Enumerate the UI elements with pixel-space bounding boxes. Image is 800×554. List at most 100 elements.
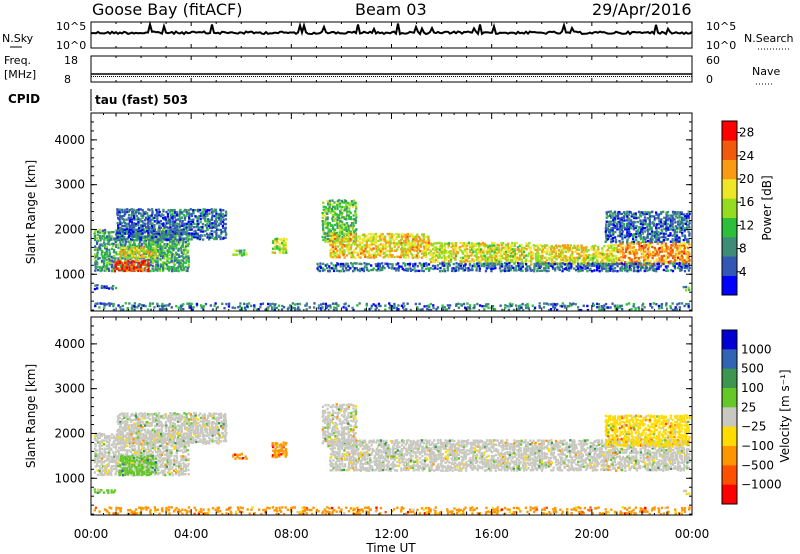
scatter-cell (173, 215, 176, 218)
scatter-cell (669, 254, 673, 257)
scatter-cell (155, 214, 159, 218)
scatter-cell (116, 267, 119, 270)
scatter-cell (219, 220, 222, 223)
scatter-cell (121, 448, 124, 452)
scatter-cell (639, 241, 643, 245)
scatter-cell (363, 233, 366, 236)
scatter-cell (626, 238, 629, 242)
scatter-cell (123, 445, 127, 448)
scatter-cell (219, 210, 222, 213)
scatter-cell (138, 250, 141, 253)
scatter-cell (144, 219, 147, 222)
scatter-cell (101, 455, 104, 458)
scatter-cell (606, 306, 610, 309)
scatter-cell (348, 207, 351, 210)
scatter-cell (423, 262, 426, 266)
scatter-cell (162, 255, 165, 258)
scatter-cell (671, 269, 675, 273)
scatter-cell (653, 264, 656, 267)
scatter-cell (331, 199, 334, 202)
scatter-cell (172, 237, 175, 240)
scatter-cell (221, 220, 225, 223)
scatter-cell (548, 259, 551, 262)
scatter-cell (521, 269, 524, 273)
scatter-cell (98, 451, 102, 454)
scatter-cell (447, 242, 450, 245)
scatter-cell (463, 256, 467, 259)
scatter-cell (143, 228, 146, 231)
scatter-cell (194, 209, 197, 212)
scatter-cell (148, 226, 151, 229)
scatter-cell (105, 463, 108, 467)
scatter-cell (374, 304, 377, 307)
scatter-cell (105, 444, 109, 447)
scatter-cell (130, 218, 133, 221)
scatter-cell (647, 244, 650, 247)
scatter-cell (584, 248, 588, 251)
scatter-cell (562, 246, 565, 249)
scatter-cell (164, 216, 167, 219)
scatter-cell (123, 465, 126, 469)
scatter-cell (335, 264, 338, 267)
scatter-cell (283, 241, 286, 245)
scatter-cell (511, 259, 514, 262)
scatter-cell (672, 242, 675, 246)
scatter-cell (621, 216, 624, 219)
scatter-cell (191, 308, 194, 312)
scatter-cell (116, 238, 119, 241)
scatter-cell (454, 256, 457, 260)
scatter-cell (573, 267, 576, 270)
scatter-cell (639, 215, 643, 218)
scatter-cell (368, 236, 371, 240)
scatter-cell (180, 251, 184, 254)
scatter-cell (350, 217, 353, 221)
scatter-cell (116, 464, 119, 468)
scatter-cell (428, 306, 431, 309)
scatter-cell (108, 248, 111, 252)
scatter-cell (132, 252, 135, 256)
scatter-cell (171, 222, 174, 226)
scatter-cell (128, 302, 131, 305)
scatter-cell (614, 238, 618, 242)
scatter-cell (596, 306, 599, 309)
scatter-cell (178, 255, 181, 258)
scatter-cell (350, 202, 353, 205)
scatter-cell (443, 264, 446, 267)
scatter-cell (498, 244, 501, 247)
scatter-cell (210, 208, 213, 211)
scatter-cell (570, 262, 573, 266)
scatter-cell (427, 304, 430, 307)
scatter-cell (136, 264, 139, 268)
scatter-cell (322, 302, 325, 305)
scatter-cell (661, 225, 665, 228)
scatter-cell (346, 262, 349, 266)
scatter-cell (172, 245, 175, 248)
scatter-cell (124, 302, 127, 305)
scatter-cell (676, 250, 679, 253)
scatter-cell (485, 267, 488, 270)
scatter-cell (331, 224, 334, 227)
scatter-cell (624, 246, 627, 249)
scatter-cell (375, 306, 378, 310)
scatter-cell (390, 235, 394, 238)
scatter-cell (118, 453, 121, 456)
scatter-cell (522, 248, 525, 251)
scatter-cell (144, 255, 147, 259)
scatter-cell (645, 256, 648, 259)
scatter-cell (209, 218, 212, 222)
colorbar-block (722, 275, 737, 296)
scatter-cell (165, 263, 168, 266)
scatter-cell (683, 234, 687, 237)
scatter-cell (662, 262, 665, 266)
scatter-cell (535, 258, 538, 261)
scatter-cell (186, 244, 190, 248)
scatter-cell (609, 306, 612, 309)
scatter-cell (99, 440, 102, 443)
scatter-cell (331, 240, 335, 243)
scatter-cell (136, 232, 140, 236)
scatter-cell (523, 254, 526, 258)
scatter-cell (345, 254, 349, 257)
scatter-cell (215, 230, 218, 233)
scatter-cell (128, 230, 131, 233)
scatter-cell (604, 264, 608, 268)
